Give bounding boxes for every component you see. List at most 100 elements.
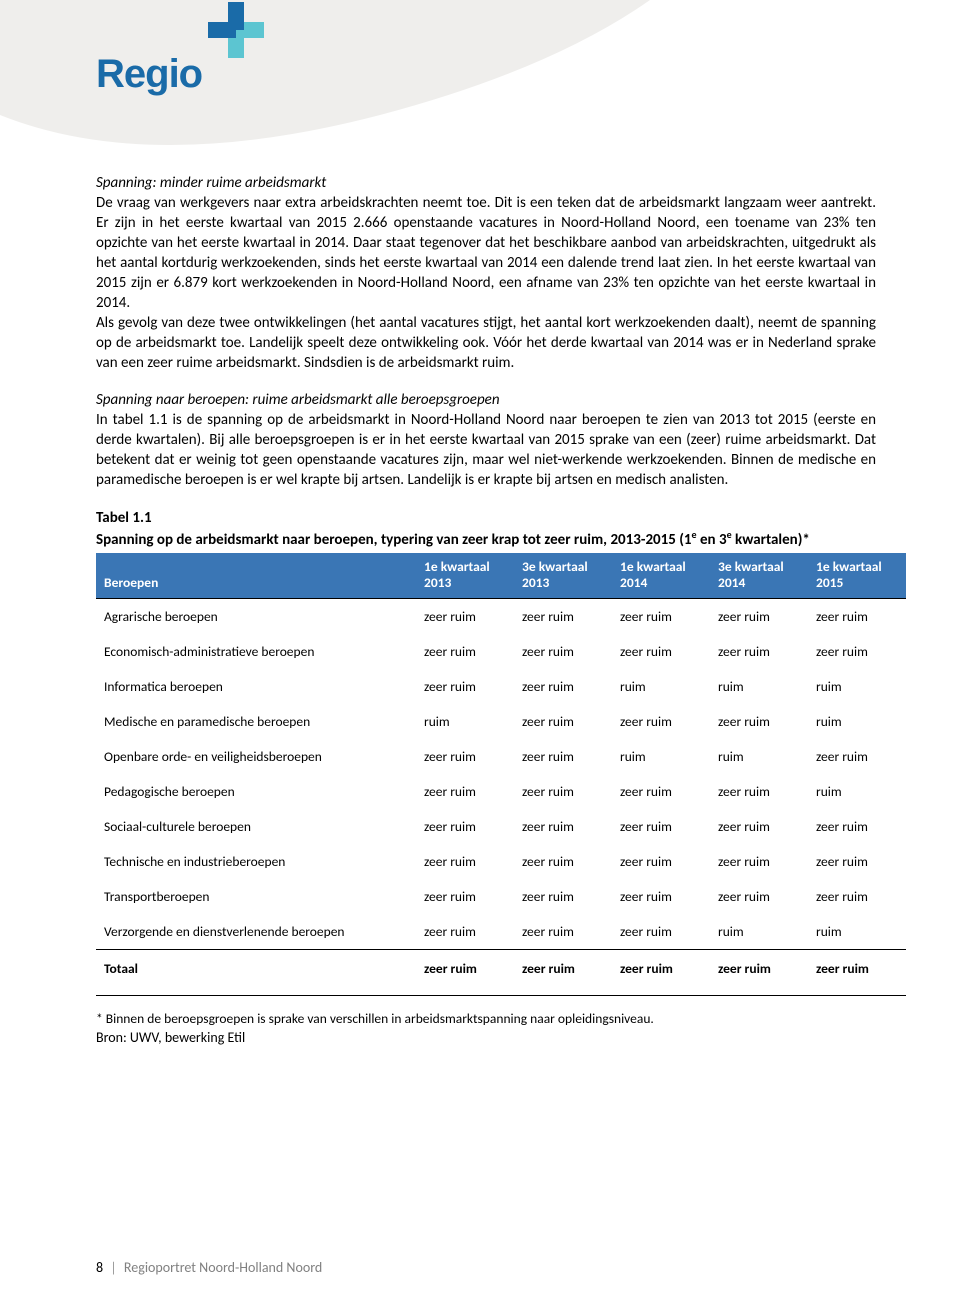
row-label: Transportberoepen [96,879,416,914]
row-value: zeer ruim [710,844,808,879]
col-period: 3e kwartaal2014 [710,553,808,598]
row-value: ruim [710,669,808,704]
row-value: zeer ruim [514,634,612,669]
section1-body: De vraag van werkgevers naar extra arbei… [96,194,876,373]
row-value: zeer ruim [514,669,612,704]
table-row: Openbare orde- en veiligheidsberoepenzee… [96,739,906,774]
total-label: Totaal [96,949,416,995]
row-value: zeer ruim [416,598,514,634]
logo: Regio [96,28,266,97]
row-value: zeer ruim [416,809,514,844]
total-value: zeer ruim [808,949,906,995]
table-note: * Binnen de beroepsgroepen is sprake van… [96,1010,876,1027]
row-value: zeer ruim [808,739,906,774]
row-label: Openbare orde- en veiligheidsberoepen [96,739,416,774]
row-value: zeer ruim [808,844,906,879]
row-value: zeer ruim [710,598,808,634]
row-value: zeer ruim [514,598,612,634]
section2-heading: Spanning naar beroepen: ruime arbeidsmar… [96,391,876,409]
row-value: ruim [710,739,808,774]
row-value: zeer ruim [612,634,710,669]
row-value: zeer ruim [416,914,514,950]
table-row: Economisch-administratieve beroepenzeer … [96,634,906,669]
row-value: zeer ruim [612,914,710,950]
col-period: 1e kwartaal2015 [808,553,906,598]
row-value: ruim [808,704,906,739]
table-label: Tabel 1.1 [96,509,876,527]
section2-body: In tabel 1.1 is de spanning op de arbeid… [96,411,876,491]
row-value: zeer ruim [808,598,906,634]
row-label: Pedagogische beroepen [96,774,416,809]
row-value: zeer ruim [612,879,710,914]
row-value: zeer ruim [808,634,906,669]
row-value: ruim [808,774,906,809]
data-table: Beroepen1e kwartaal20133e kwartaal20131e… [96,553,906,995]
section1-heading: Spanning: minder ruime arbeidsmarkt [96,174,876,192]
row-value: ruim [612,739,710,774]
row-value: zeer ruim [710,704,808,739]
row-value: zeer ruim [514,739,612,774]
table-source: Bron: UWV, bewerking Etil [96,1029,876,1046]
row-value: zeer ruim [808,879,906,914]
total-value: zeer ruim [416,949,514,995]
row-value: zeer ruim [416,634,514,669]
row-label: Technische en industrieberoepen [96,844,416,879]
row-value: zeer ruim [612,598,710,634]
table-row: Sociaal-culturele beroepenzeer ruimzeer … [96,809,906,844]
table-row: Transportberoepenzeer ruimzeer ruimzeer … [96,879,906,914]
page-number: 8 [96,1259,103,1276]
row-value: zeer ruim [514,809,612,844]
row-value: zeer ruim [416,844,514,879]
table-row: Medische en paramedische beroepenruimzee… [96,704,906,739]
row-label: Verzorgende en dienstverlenende beroepen [96,914,416,950]
table-row: Pedagogische beroepenzeer ruimzeer ruimz… [96,774,906,809]
col-beroepen: Beroepen [96,553,416,598]
total-value: zeer ruim [710,949,808,995]
row-value: zeer ruim [710,634,808,669]
table-row: Informatica beroepenzeer ruimzeer ruimru… [96,669,906,704]
row-value: zeer ruim [612,774,710,809]
row-value: zeer ruim [710,879,808,914]
row-label: Medische en paramedische beroepen [96,704,416,739]
table-row: Agrarische beroepenzeer ruimzeer ruimzee… [96,598,906,634]
row-value: zeer ruim [612,809,710,844]
row-value: ruim [416,704,514,739]
row-value: zeer ruim [514,774,612,809]
row-value: zeer ruim [514,879,612,914]
col-period: 1e kwartaal2014 [612,553,710,598]
row-value: zeer ruim [416,774,514,809]
row-value: zeer ruim [416,739,514,774]
row-value: zeer ruim [514,704,612,739]
footer-title: Regioportret Noord-Holland Noord [124,1259,322,1276]
logo-text: Regio [96,52,202,97]
row-value: zeer ruim [612,704,710,739]
footer-separator: | [106,1259,120,1276]
row-value: zeer ruim [808,809,906,844]
table-footer: Totaalzeer ruimzeer ruimzeer ruimzeer ru… [96,949,906,995]
table-header: Beroepen1e kwartaal20133e kwartaal20131e… [96,553,906,598]
table-row: Technische en industrieberoepenzeer ruim… [96,844,906,879]
row-value: ruim [808,669,906,704]
row-label: Economisch-administratieve beroepen [96,634,416,669]
total-value: zeer ruim [514,949,612,995]
row-label: Agrarische beroepen [96,598,416,634]
page-footer: 8 | Regioportret Noord-Holland Noord [96,1259,322,1276]
row-value: zeer ruim [710,809,808,844]
table-body: Agrarische beroepenzeer ruimzeer ruimzee… [96,598,906,949]
page-content: Spanning: minder ruime arbeidsmarkt De v… [96,174,876,1046]
logo-plus-icon [204,0,268,67]
table-caption: Spanning op de arbeidsmarkt naar beroepe… [96,528,876,549]
total-value: zeer ruim [612,949,710,995]
row-value: zeer ruim [416,879,514,914]
row-value: zeer ruim [710,774,808,809]
row-value: zeer ruim [416,669,514,704]
table-row: Verzorgende en dienstverlenende beroepen… [96,914,906,950]
row-value: zeer ruim [514,914,612,950]
row-value: ruim [808,914,906,950]
row-value: zeer ruim [514,844,612,879]
row-label: Informatica beroepen [96,669,416,704]
row-value: zeer ruim [612,844,710,879]
col-period: 1e kwartaal2013 [416,553,514,598]
col-period: 3e kwartaal2013 [514,553,612,598]
row-value: ruim [710,914,808,950]
